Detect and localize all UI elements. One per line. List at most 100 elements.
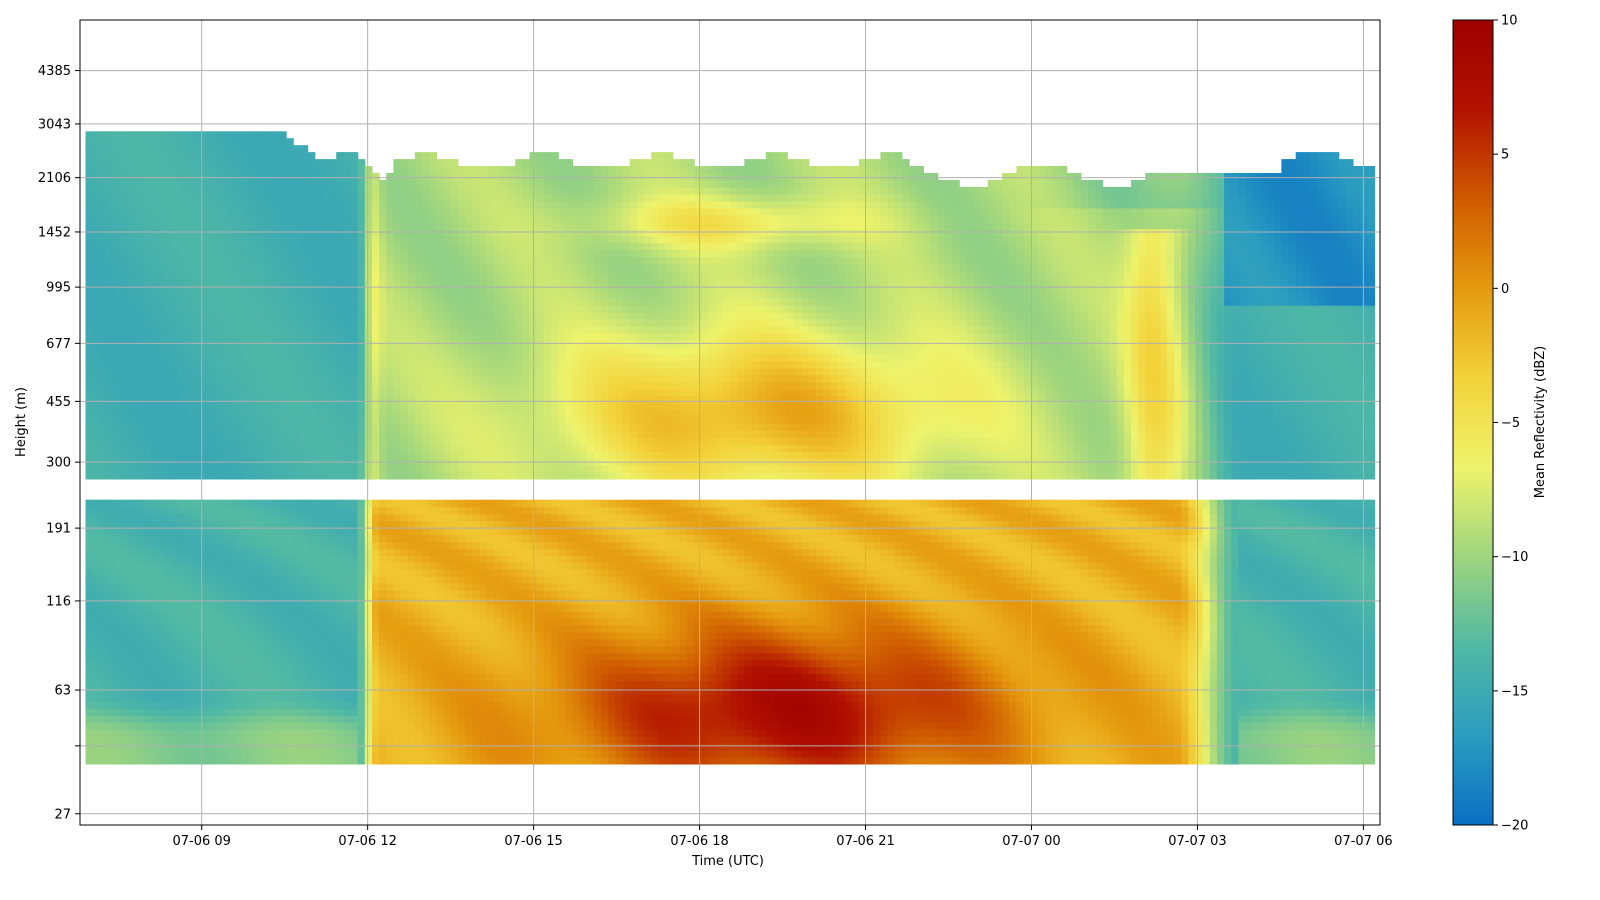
heatmap-cell <box>329 179 337 188</box>
heatmap-cell <box>107 284 115 292</box>
heatmap-cell <box>150 527 158 536</box>
heatmap-cell <box>99 610 108 619</box>
heatmap-cell <box>157 437 165 445</box>
heatmap-cell <box>493 270 502 278</box>
heatmap-cell <box>221 166 230 174</box>
heatmap-cell <box>121 750 130 758</box>
heatmap-cell <box>271 673 280 682</box>
heatmap-cell <box>164 242 173 251</box>
heatmap-cell <box>107 221 115 230</box>
heatmap-cell <box>472 346 480 355</box>
heatmap-cell <box>128 179 137 188</box>
heatmap-cell <box>400 235 409 244</box>
heatmap-cell <box>157 402 165 410</box>
heatmap-cell <box>200 374 208 383</box>
heatmap-cell <box>393 687 402 695</box>
heatmap-cell <box>235 207 244 216</box>
heatmap-cell <box>164 451 173 459</box>
heatmap-cell <box>135 284 144 292</box>
heatmap-cell <box>307 583 316 591</box>
heatmap-cell <box>243 687 251 695</box>
heatmap-cell <box>422 367 430 376</box>
heatmap-cell <box>422 499 430 508</box>
heatmap-cell <box>307 750 316 758</box>
heatmap-cell <box>429 534 437 543</box>
heatmap-cell <box>192 499 201 508</box>
heatmap-cell <box>142 583 151 591</box>
heatmap-cell <box>379 179 387 188</box>
heatmap-cell <box>414 395 423 403</box>
heatmap-cell <box>479 722 488 730</box>
heatmap-cell <box>350 249 359 258</box>
heatmap-cell <box>207 610 216 619</box>
heatmap-cell <box>207 520 216 529</box>
heatmap-cell <box>264 381 273 390</box>
heatmap-cell <box>164 687 173 695</box>
heatmap-cell <box>92 360 101 369</box>
heatmap-cell <box>243 534 251 543</box>
heatmap-cell <box>465 221 473 230</box>
heatmap-cell <box>150 131 158 139</box>
heatmap-cell <box>107 687 115 695</box>
heatmap-cell <box>293 374 301 383</box>
heatmap-cell <box>192 242 201 251</box>
heatmap-cell <box>486 423 495 431</box>
heatmap-cell <box>207 576 216 584</box>
heatmap-cell <box>436 221 445 230</box>
heatmap-cell <box>450 471 459 480</box>
heatmap-cell <box>386 604 395 612</box>
heatmap-cell <box>150 750 158 758</box>
heatmap-cell <box>443 416 452 424</box>
heatmap-cell <box>407 200 416 209</box>
heatmap-cell <box>200 555 208 563</box>
heatmap-cell <box>135 437 144 445</box>
heatmap-cell <box>479 270 488 278</box>
heatmap-cell <box>350 624 359 633</box>
heatmap-cell <box>493 291 502 299</box>
heatmap-cell <box>178 541 187 549</box>
heatmap-cell <box>164 416 173 424</box>
heatmap-cell <box>257 631 266 640</box>
heatmap-cell <box>465 701 473 709</box>
heatmap-cell <box>178 186 187 195</box>
heatmap-cell <box>386 590 395 598</box>
heatmap-cell <box>228 291 237 299</box>
heatmap-cell <box>400 645 409 654</box>
heatmap-cell <box>436 465 445 473</box>
heatmap-cell <box>293 332 301 341</box>
heatmap-cell <box>185 374 194 383</box>
heatmap-cell <box>436 332 445 341</box>
heatmap-cell <box>92 325 101 334</box>
heatmap-cell <box>257 750 266 758</box>
heatmap-cell <box>235 590 244 598</box>
heatmap-cell <box>429 381 437 390</box>
heatmap-cell <box>465 381 473 390</box>
heatmap-cell <box>300 583 309 591</box>
heatmap-cell <box>307 193 316 202</box>
heatmap-cell <box>336 604 344 612</box>
heatmap-cell <box>372 409 380 417</box>
heatmap-cell <box>192 409 201 417</box>
heatmap-cell <box>372 555 380 563</box>
heatmap-cell <box>142 430 151 438</box>
heatmap-cell <box>479 235 488 244</box>
heatmap-cell <box>128 750 137 758</box>
heatmap-cell <box>436 590 445 598</box>
heatmap-cell <box>164 736 173 744</box>
heatmap-cell <box>450 743 459 751</box>
heatmap-cell <box>171 131 180 139</box>
heatmap-cell <box>135 277 144 285</box>
heatmap-cell <box>250 645 258 654</box>
heatmap-cell <box>121 548 130 556</box>
heatmap-cell <box>286 736 294 744</box>
heatmap-cell <box>300 388 309 397</box>
heatmap-cell <box>257 548 266 556</box>
heatmap-cell <box>243 166 251 174</box>
heatmap-cell <box>235 249 244 258</box>
heatmap-cell <box>250 430 258 438</box>
heatmap-cell <box>200 395 208 403</box>
heatmap-cell <box>436 506 445 515</box>
heatmap-cell <box>214 298 223 306</box>
heatmap-cell <box>221 527 230 536</box>
heatmap-cell <box>457 541 466 549</box>
